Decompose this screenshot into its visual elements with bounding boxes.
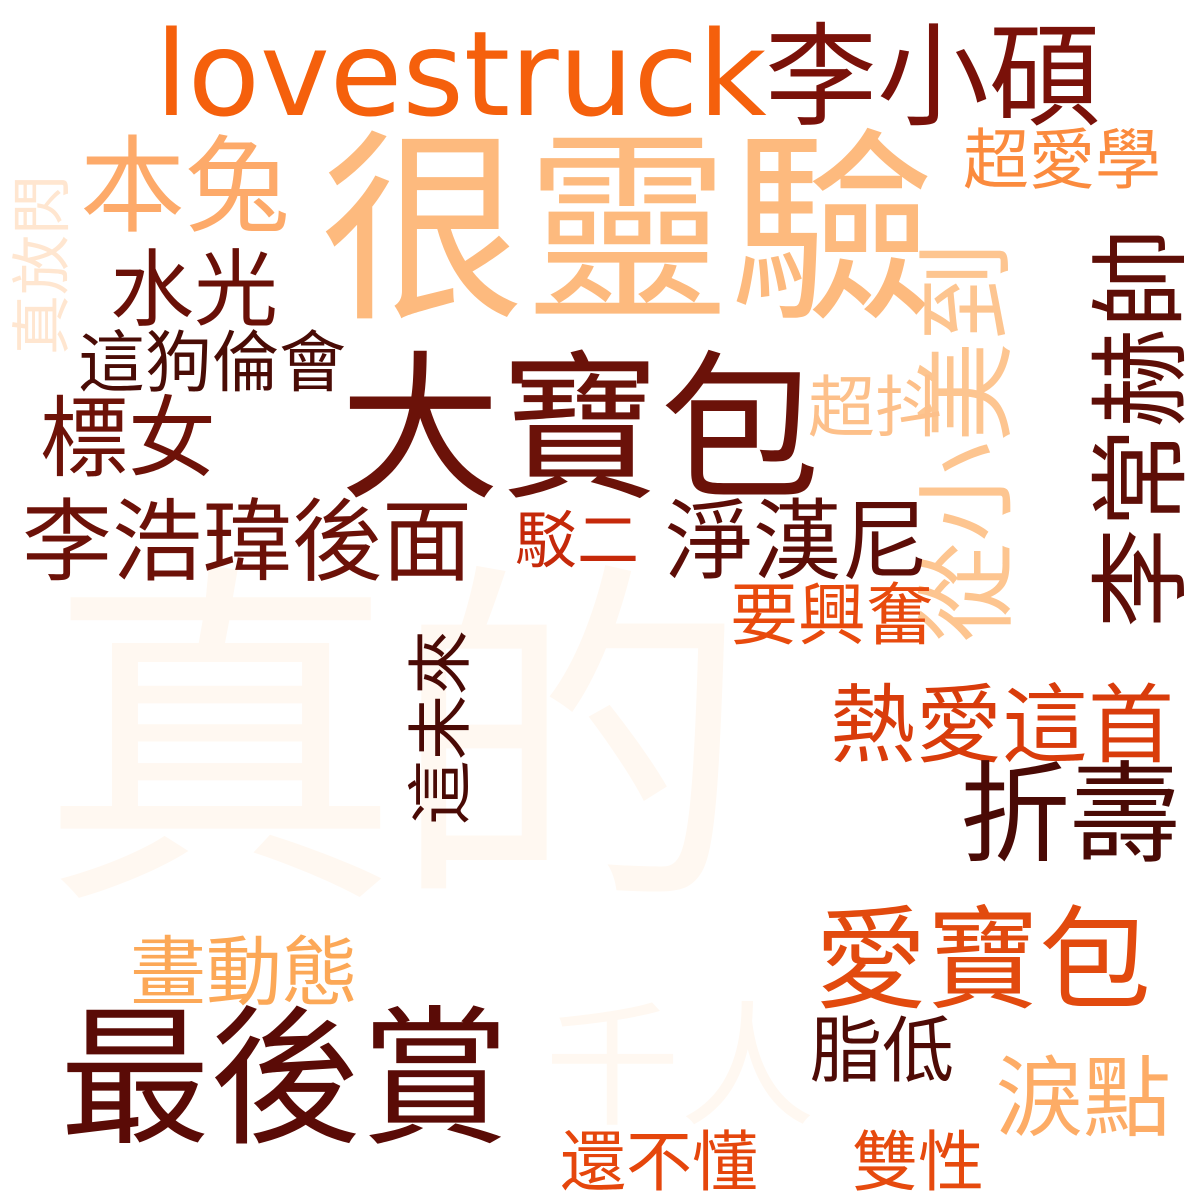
word-zheshou: 折壽 (960, 751, 1180, 879)
word-zhegoulunhui: 這狗倫會 (78, 324, 346, 402)
word-jinghanni: 淨漢尼 (665, 490, 930, 593)
word-zuihoushang: 最後賞 (60, 993, 511, 1167)
word-huadongtai: 畫動態 (130, 928, 358, 1017)
word-lihaoweihoumian: 李浩瑋後面 (22, 490, 472, 595)
word-boer: 駁二 (515, 504, 640, 577)
word-zhidi: 脂低 (810, 1009, 955, 1093)
word-zhenfangshan: 真放閃 (8, 175, 78, 355)
word-zhende: 真的 (40, 535, 750, 954)
word-henlingyan: 很靈驗 (320, 113, 935, 351)
word-lixiaoshuo: 李小碩 (765, 13, 1101, 143)
word-bentu: 本兔 (80, 126, 291, 248)
word-biaonv: 標女 (40, 387, 217, 490)
word-dabaobao: 大寶包 (340, 336, 821, 523)
word-haibudong: 還不懂 (560, 1124, 758, 1200)
word-aibaobao: 愛寶包 (815, 896, 1151, 1026)
word-chaodou: 超抖 (808, 369, 942, 447)
word-leidian: 淚點 (995, 1047, 1172, 1150)
word-shuangxing: 雙性 (852, 1124, 984, 1200)
word-reaizheshou: 熱愛這首 (830, 676, 1174, 776)
word-yaoxingfen: 要興奮 (730, 577, 935, 656)
word-lovestruck: lovestruck (155, 5, 767, 143)
word-chaoaixue: 超愛學 (963, 122, 1161, 199)
word-zheweilai: 這未來 (404, 629, 479, 825)
word-qianren: 千人 (545, 989, 815, 1146)
word-lichanghexuai: 李常赫帥 (1083, 228, 1200, 628)
word-shuiguang: 水光 (110, 241, 279, 339)
